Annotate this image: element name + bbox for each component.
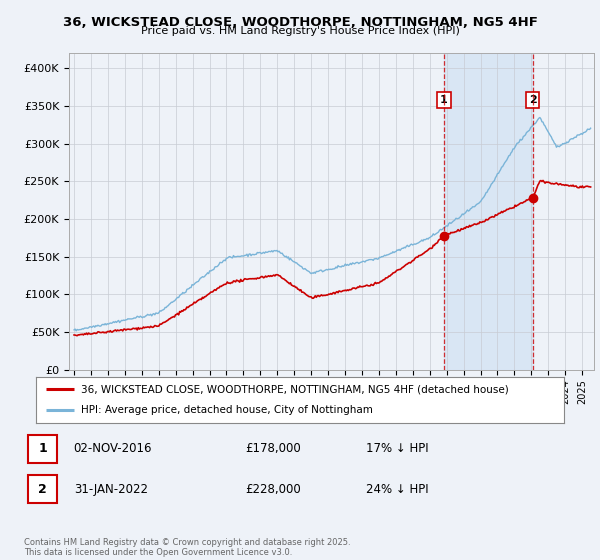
- Text: 36, WICKSTEAD CLOSE, WOODTHORPE, NOTTINGHAM, NG5 4HF (detached house): 36, WICKSTEAD CLOSE, WOODTHORPE, NOTTING…: [81, 384, 509, 394]
- Bar: [444, 53, 533, 370]
- Bar: [28, 475, 57, 503]
- Text: Price paid vs. HM Land Registry's House Price Index (HPI): Price paid vs. HM Land Registry's House …: [140, 26, 460, 36]
- Text: 31-JAN-2022: 31-JAN-2022: [74, 483, 148, 496]
- Text: 1: 1: [38, 442, 47, 455]
- Text: 2: 2: [38, 483, 47, 496]
- Text: HPI: Average price, detached house, City of Nottingham: HPI: Average price, detached house, City…: [81, 405, 373, 416]
- Text: 2: 2: [529, 95, 536, 105]
- Text: Contains HM Land Registry data © Crown copyright and database right 2025.
This d: Contains HM Land Registry data © Crown c…: [24, 538, 350, 557]
- Text: 36, WICKSTEAD CLOSE, WOODTHORPE, NOTTINGHAM, NG5 4HF: 36, WICKSTEAD CLOSE, WOODTHORPE, NOTTING…: [62, 16, 538, 29]
- Text: 24% ↓ HPI: 24% ↓ HPI: [366, 483, 429, 496]
- Text: £178,000: £178,000: [245, 442, 301, 455]
- Bar: [28, 435, 57, 463]
- Text: £228,000: £228,000: [245, 483, 301, 496]
- Text: 17% ↓ HPI: 17% ↓ HPI: [366, 442, 429, 455]
- Text: 02-NOV-2016: 02-NOV-2016: [74, 442, 152, 455]
- Text: 1: 1: [440, 95, 448, 105]
